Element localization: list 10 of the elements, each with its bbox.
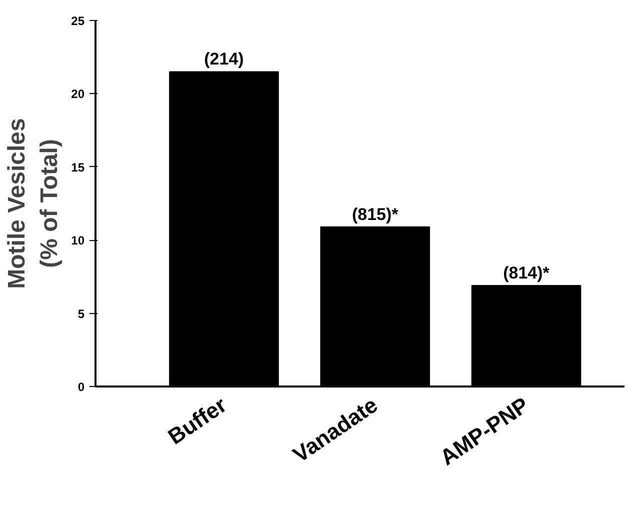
y-tick-label: 5 xyxy=(78,306,85,321)
y-tick-label: 25 xyxy=(71,14,85,28)
annotation: (814)* xyxy=(503,263,550,282)
y-tick-label: 10 xyxy=(71,234,85,248)
y-tick-label: 20 xyxy=(71,87,85,102)
annotation: (214) xyxy=(204,50,244,69)
annotation: (815)* xyxy=(352,204,399,224)
y-tick-label: 0 xyxy=(78,380,85,394)
y-axis-title: Motile Vesicles (% of Total) xyxy=(4,118,64,289)
y-tick-label: 15 xyxy=(71,160,85,174)
